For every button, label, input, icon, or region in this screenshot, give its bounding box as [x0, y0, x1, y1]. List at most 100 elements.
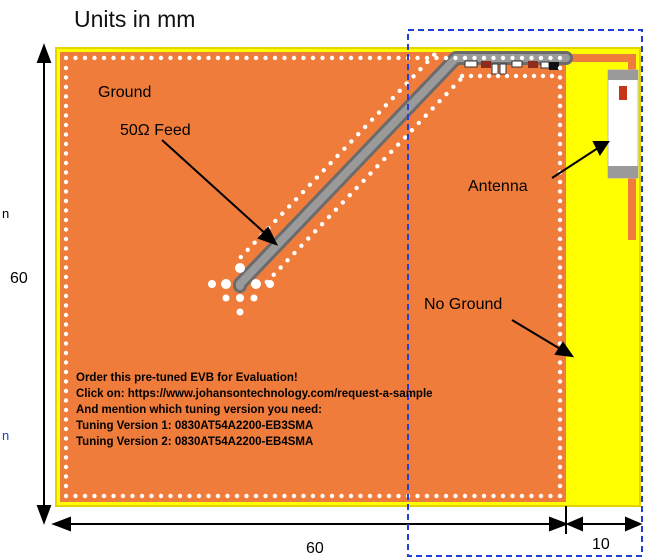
extension-dimension-label: 10 — [592, 536, 610, 553]
via-dot — [557, 417, 563, 422]
via-dot — [63, 369, 69, 375]
via-dot — [333, 207, 339, 212]
via-dot — [250, 294, 258, 302]
via-dot — [130, 493, 135, 499]
via-dot — [382, 156, 387, 162]
via-dot — [451, 84, 456, 89]
height-dimension-label: 60 — [10, 270, 28, 287]
via-dot — [358, 493, 363, 499]
dimension-vertical — [36, 43, 52, 525]
page-title: Units in mm — [74, 6, 196, 32]
via-dot — [557, 274, 563, 280]
via-dot — [234, 55, 240, 61]
via-dot — [369, 117, 375, 122]
via-dot — [347, 193, 352, 198]
via-dot — [462, 493, 468, 499]
via-dot — [342, 146, 347, 151]
via-dot — [557, 103, 563, 109]
via-dot — [63, 255, 69, 261]
via-dot — [519, 55, 525, 61]
via-dot — [557, 227, 563, 232]
via-dot — [149, 493, 154, 499]
via-dot — [253, 55, 259, 61]
via-dot — [253, 493, 259, 499]
via-dot — [63, 94, 69, 99]
via-dot — [557, 94, 563, 99]
via-dot — [329, 493, 335, 499]
via-dot — [63, 417, 69, 422]
antenna-marker — [619, 86, 627, 100]
via-dot — [310, 55, 316, 61]
via-dot — [557, 474, 563, 479]
via-dot — [557, 122, 563, 128]
via-dot — [557, 198, 563, 204]
via-dot — [557, 84, 563, 90]
via-dot — [111, 493, 116, 499]
via-dot — [326, 214, 332, 220]
edge-fragment-1: n — [2, 206, 10, 221]
via-dot — [443, 493, 449, 499]
via-dot — [225, 55, 230, 61]
via-dot — [519, 493, 525, 499]
via-dot — [557, 160, 563, 166]
via-dot — [307, 182, 313, 188]
antenna-arrow — [551, 141, 610, 179]
via-dot — [415, 493, 420, 499]
via-dot — [377, 55, 382, 61]
via-dot — [63, 455, 69, 460]
via-dot — [282, 55, 287, 61]
via-dot — [251, 279, 261, 289]
via-dot — [386, 55, 392, 61]
via-dot — [390, 95, 396, 101]
via-dot — [402, 135, 408, 140]
via-dot — [63, 388, 69, 394]
width-dimension-label: 60 — [306, 540, 324, 557]
via-dot — [158, 55, 164, 61]
via-dot — [557, 436, 563, 441]
matching-components — [464, 60, 559, 75]
via-dot — [63, 483, 69, 489]
via-dot — [63, 160, 69, 166]
via-dot — [500, 55, 506, 61]
via-dot — [531, 73, 537, 79]
via-dot — [459, 73, 465, 79]
via-dot — [177, 493, 183, 499]
via-dot — [468, 73, 474, 79]
order-line-2: Click on: https://www.johansontechnology… — [76, 388, 433, 400]
via-dot — [510, 493, 515, 499]
via-dot — [285, 258, 290, 263]
antenna-trace-low — [628, 190, 634, 240]
via-dot — [301, 55, 306, 61]
via-dot — [432, 52, 437, 57]
via-dot — [63, 217, 69, 223]
via-dot — [328, 160, 333, 166]
via-dot — [235, 263, 245, 273]
via-dot — [491, 493, 496, 499]
edge-fragment-2: n — [2, 428, 10, 443]
via-dot — [63, 132, 69, 137]
antenna-label: Antenna — [468, 178, 528, 195]
via-dot — [206, 493, 211, 499]
via-dot — [301, 493, 306, 499]
via-dot — [130, 55, 135, 61]
via-dot — [73, 55, 78, 61]
via-dot — [63, 141, 69, 147]
via-dot — [63, 445, 69, 451]
via-dot — [272, 493, 278, 499]
via-dot — [63, 198, 69, 204]
via-dot — [538, 493, 544, 499]
via-dot — [252, 240, 257, 245]
ground-plane — [60, 52, 566, 502]
via-dot — [63, 284, 69, 289]
via-dot — [187, 493, 192, 499]
via-dot — [557, 293, 563, 299]
via-dot — [272, 55, 278, 61]
feed-arrow — [161, 139, 279, 246]
via-dot — [278, 265, 283, 270]
via-dot — [557, 369, 563, 375]
via-dot — [423, 113, 428, 118]
via-dot — [245, 247, 250, 253]
via-dot — [486, 73, 492, 79]
via-dot — [63, 407, 69, 413]
